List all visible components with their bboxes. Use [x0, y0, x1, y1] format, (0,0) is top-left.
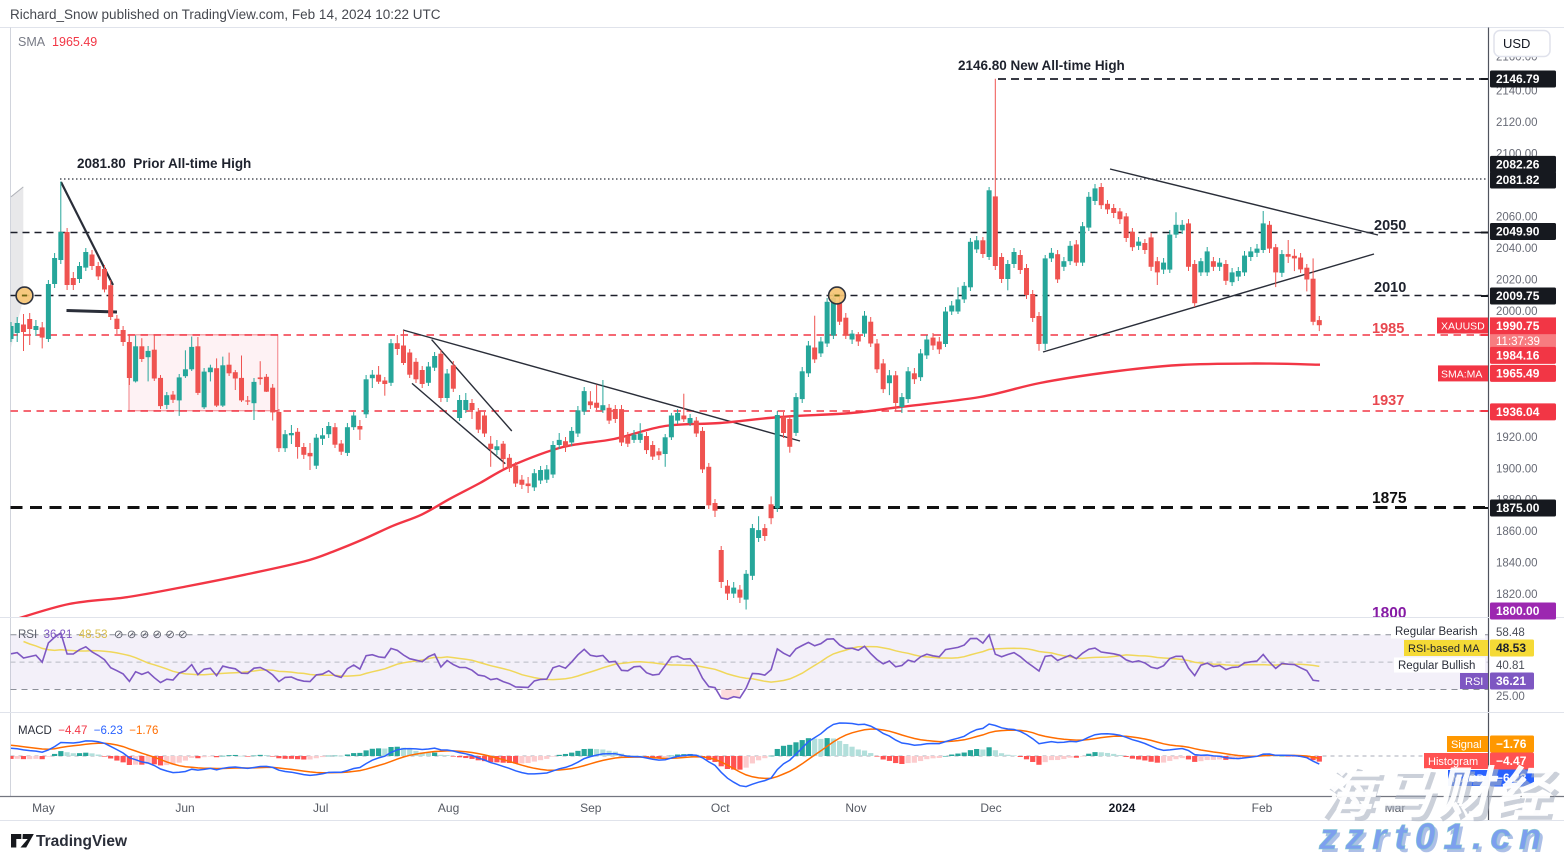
svg-text:2081.80 Prior All-time High: 2081.80 Prior All-time High: [77, 156, 251, 171]
svg-text:MACD: MACD: [1452, 773, 1484, 785]
svg-text:Oct: Oct: [711, 801, 730, 815]
svg-text:1840.00: 1840.00: [1496, 558, 1538, 570]
svg-text:2000.00: 2000.00: [1496, 306, 1538, 318]
svg-text:1875.00: 1875.00: [1496, 501, 1540, 515]
svg-text:SMA 1965.49: SMA 1965.49: [18, 35, 97, 49]
svg-text:36.21: 36.21: [1496, 674, 1526, 688]
svg-text:Nov: Nov: [845, 801, 866, 815]
svg-text:2140.00: 2140.00: [1496, 86, 1538, 98]
svg-text:Richard_Snow published on Trad: Richard_Snow published on TradingView.co…: [10, 7, 441, 22]
svg-text:1820.00: 1820.00: [1496, 589, 1538, 601]
svg-text:May: May: [32, 801, 55, 815]
svg-text:USD: USD: [1503, 36, 1530, 51]
svg-text:2050: 2050: [1374, 218, 1406, 234]
svg-text:2060.00: 2060.00: [1496, 211, 1538, 223]
svg-text:2120.00: 2120.00: [1496, 117, 1538, 129]
svg-text:2081.82: 2081.82: [1496, 173, 1540, 187]
svg-text:2082.26: 2082.26: [1496, 158, 1540, 172]
svg-text:−1.76: −1.76: [1496, 737, 1527, 751]
svg-text:1990.75: 1990.75: [1496, 319, 1540, 333]
svg-text:Sep: Sep: [580, 801, 602, 815]
svg-text:Jun: Jun: [175, 801, 194, 815]
svg-text:Regular Bullish: Regular Bullish: [1398, 660, 1475, 672]
svg-text:XAUUSD: XAUUSD: [1441, 321, 1485, 333]
svg-text:2024: 2024: [1109, 801, 1136, 815]
svg-text:1920.00: 1920.00: [1496, 432, 1538, 444]
svg-text:2049.90: 2049.90: [1496, 225, 1540, 239]
svg-text:1985: 1985: [1372, 321, 1404, 337]
svg-text:1860.00: 1860.00: [1496, 526, 1538, 538]
svg-text:2146.79: 2146.79: [1496, 72, 1540, 86]
svg-text:RSI 36.21 48.53 ⊘ ⊘ ⊘ ⊘ ⊘ ⊘: RSI 36.21 48.53 ⊘ ⊘ ⊘ ⊘ ⊘ ⊘: [18, 629, 188, 641]
svg-text:Mar: Mar: [1385, 801, 1406, 815]
svg-text:−6.23: −6.23: [1496, 771, 1527, 785]
svg-text:1937: 1937: [1372, 393, 1404, 409]
svg-text:RSI-based MA: RSI-based MA: [1408, 643, 1480, 655]
svg-text:2010: 2010: [1374, 280, 1406, 296]
svg-text:RSI: RSI: [1465, 676, 1483, 688]
svg-text:25.00: 25.00: [1496, 691, 1525, 703]
svg-text:Feb: Feb: [1252, 801, 1273, 815]
svg-text:zzrt01.cn: zzrt01.cn: [1318, 816, 1549, 857]
svg-text:2009.75: 2009.75: [1496, 289, 1540, 303]
svg-text:1965.49: 1965.49: [1496, 367, 1540, 381]
svg-text:1800.00: 1800.00: [1496, 604, 1540, 618]
svg-text:Histogram: Histogram: [1428, 756, 1478, 768]
svg-text:11:37:39: 11:37:39: [1496, 336, 1540, 348]
svg-text:Dec: Dec: [980, 801, 1001, 815]
svg-text:1800: 1800: [1372, 605, 1406, 622]
svg-text:TradingView: TradingView: [36, 833, 128, 850]
svg-text:58.48: 58.48: [1496, 627, 1525, 639]
svg-text:zzrt01.cn: zzrt01.cn: [1321, 819, 1552, 857]
svg-text:1875: 1875: [1372, 490, 1407, 507]
svg-text:海马财经: 海马财经: [1318, 762, 1556, 824]
svg-text:2020.00: 2020.00: [1496, 274, 1538, 286]
svg-text:Jul: Jul: [313, 801, 328, 815]
svg-text:−4.47: −4.47: [1496, 754, 1527, 768]
svg-text:Aug: Aug: [438, 801, 459, 815]
svg-text:48.53: 48.53: [1496, 641, 1526, 655]
svg-text:2040.00: 2040.00: [1496, 243, 1538, 255]
svg-text:海马财经: 海马财经: [1322, 766, 1560, 828]
svg-text:SMA:MA: SMA:MA: [1441, 368, 1482, 380]
svg-text:MACD −4.47 −6.23 −1.76: MACD −4.47 −6.23 −1.76: [18, 725, 158, 737]
svg-text:1900.00: 1900.00: [1496, 463, 1538, 475]
svg-text:1984.16: 1984.16: [1496, 349, 1540, 363]
svg-text:Signal: Signal: [1451, 739, 1482, 751]
svg-text:1936.04: 1936.04: [1496, 405, 1540, 419]
svg-text:Regular Bearish: Regular Bearish: [1395, 626, 1477, 638]
svg-text:40.81: 40.81: [1496, 660, 1525, 672]
svg-text:2146.80 New All-time High: 2146.80 New All-time High: [958, 58, 1125, 73]
